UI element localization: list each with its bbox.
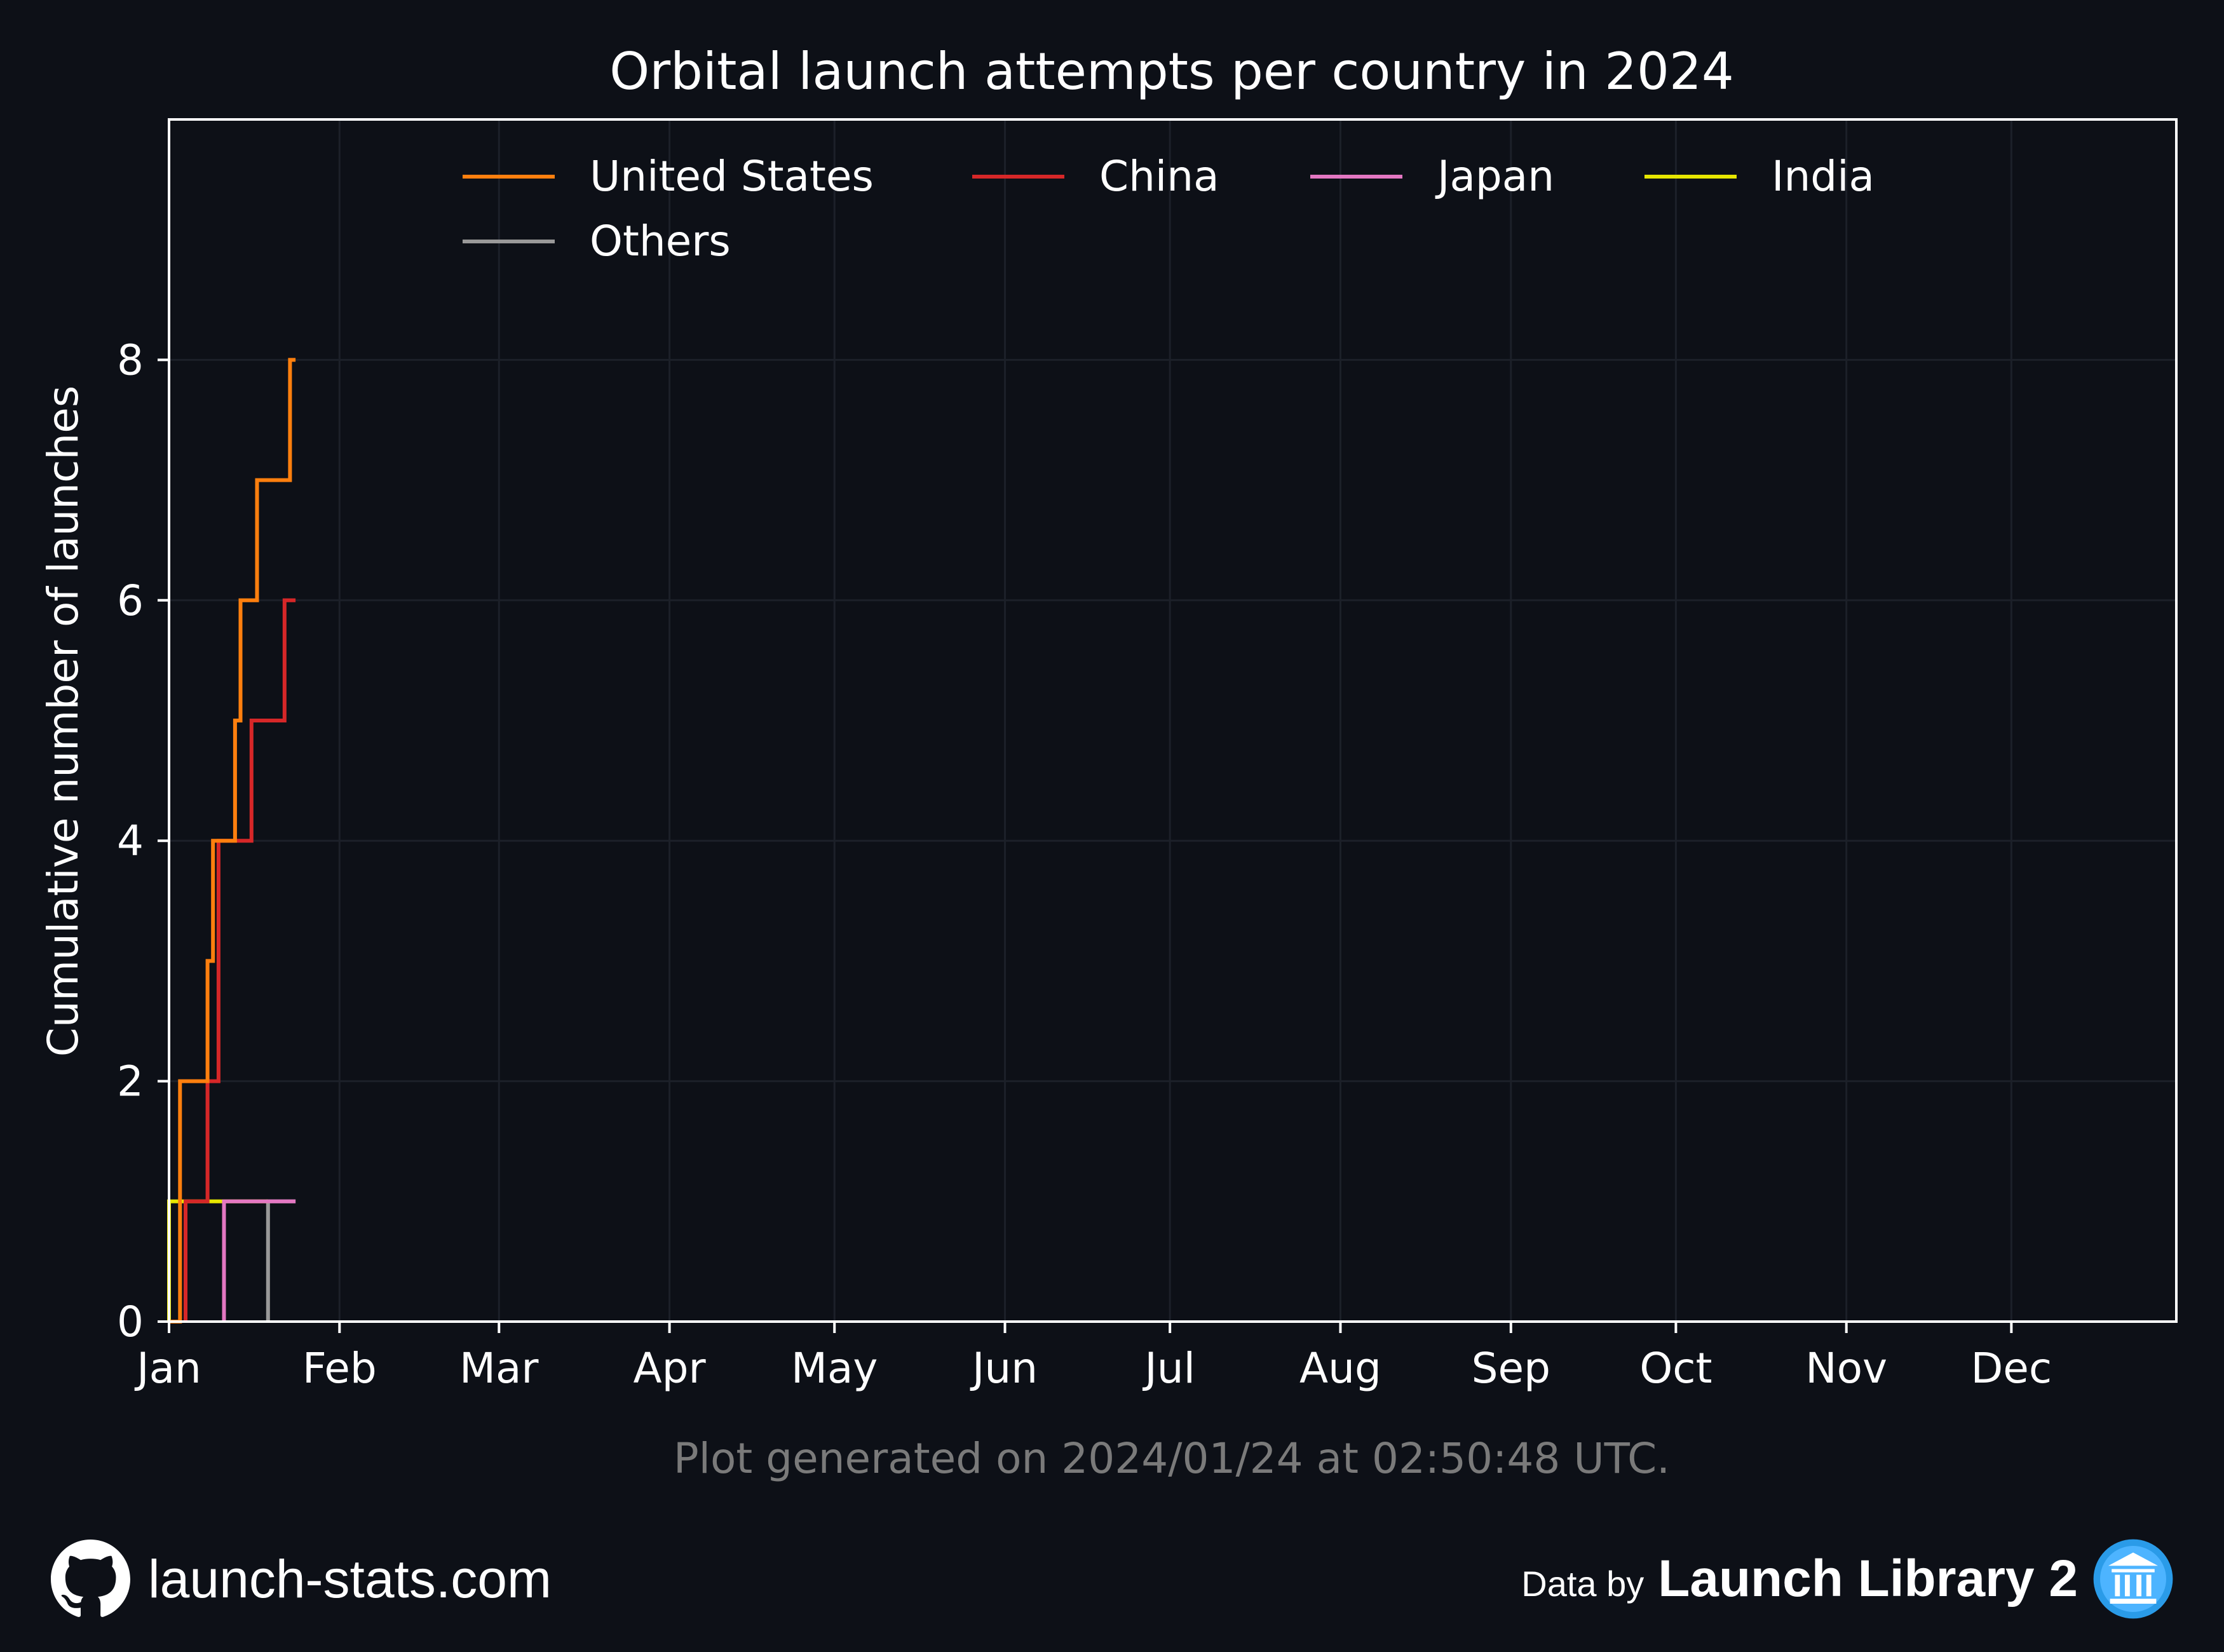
footer-site-link[interactable]: launch-stats.com <box>51 1538 552 1620</box>
data-source: Data by Launch Library 2 <box>1521 1534 2174 1623</box>
generated-timestamp: Plot generated on 2024/01/24 at 02:50:48… <box>674 1434 1670 1483</box>
series-line-united-states <box>169 358 296 1324</box>
legend-label: China <box>1099 152 1219 201</box>
x-tick-label: Nov <box>1805 1344 1887 1393</box>
y-axis-label: Cumulative number of launches <box>39 386 88 1057</box>
series-line-others <box>266 1199 296 1322</box>
site-name: launch-stats.com <box>148 1548 552 1609</box>
legend: United States China Japan India Others <box>463 152 1875 266</box>
x-tick-label: Apr <box>633 1344 706 1393</box>
x-tick-label: May <box>791 1344 878 1393</box>
source-name: Launch Library 2 <box>1658 1550 2078 1608</box>
y-tick-label: 2 <box>117 1057 144 1106</box>
x-tick-label: Feb <box>302 1344 377 1393</box>
x-tick-label: Jun <box>970 1344 1038 1393</box>
series-line-japan <box>222 1199 296 1322</box>
y-tick-label: 4 <box>117 816 144 865</box>
x-tick-label: Oct <box>1639 1344 1712 1393</box>
legend-label: Japan <box>1435 152 1554 201</box>
launch-library-icon <box>2093 1539 2173 1619</box>
y-tick-label: 8 <box>117 335 144 384</box>
legend-label: United States <box>590 152 874 201</box>
legend-item: Japan <box>1310 152 1554 201</box>
legend-item: Others <box>463 217 731 266</box>
y-tick-label: 6 <box>117 576 144 625</box>
x-tick-label: Aug <box>1299 1344 1381 1393</box>
github-icon <box>51 1539 130 1617</box>
x-tick-label: Jan <box>134 1344 201 1393</box>
legend-item: India <box>1644 152 1875 201</box>
x-tick-label: Jul <box>1142 1344 1195 1393</box>
legend-label: India <box>1772 152 1875 201</box>
grid <box>168 119 2176 1323</box>
chart-title: Orbital launch attempts per country in 2… <box>609 42 1734 101</box>
legend-label: Others <box>590 217 731 266</box>
x-tick-label: Sep <box>1472 1344 1550 1393</box>
y-axis: 0 2 4 6 8 <box>117 335 169 1346</box>
legend-item: United States <box>463 152 874 201</box>
y-tick-label: 0 <box>117 1297 144 1346</box>
legend-item: China <box>972 152 1219 201</box>
x-tick-label: Dec <box>1970 1344 2052 1393</box>
x-axis: Jan Feb Mar Apr May Jun Jul Aug Sep Oct Nov Dec <box>134 1322 2052 1393</box>
plot-frame <box>168 118 2178 1323</box>
x-tick-label: Mar <box>459 1344 539 1393</box>
data-by-label: Data by <box>1521 1563 1644 1604</box>
